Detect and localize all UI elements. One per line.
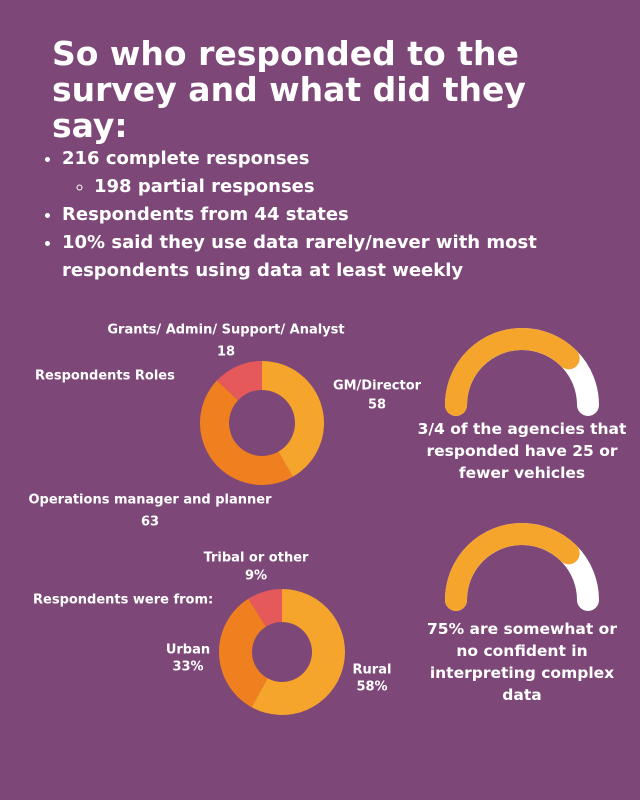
bullet-text: 198 partial responses (94, 176, 315, 197)
bullet-text: Respondents from 44 states (62, 204, 349, 225)
gauge-fill (445, 328, 580, 416)
bullet: 216 complete responses 198 partial respo… (62, 145, 622, 201)
slice-value: 58 (368, 398, 386, 413)
slice-label: Urban (166, 643, 210, 658)
donut-slice (218, 598, 268, 708)
bullet-text: 216 complete responses (62, 148, 310, 169)
slice-label: Grants/ Admin/ Support/ Analyst (107, 323, 344, 338)
sub-bullet: 198 partial responses (94, 173, 622, 201)
donut-slice (248, 589, 282, 627)
slice-value: 18 (217, 345, 235, 360)
page-title: So who responded to the survey and what … (52, 34, 526, 145)
gauge-caption: 3/4 of the agencies that responded have … (417, 420, 627, 482)
slice-label: Tribal or other (204, 551, 309, 566)
slice-value: 58% (356, 680, 387, 695)
bullet-text: 10% said they use data rarely/never with… (62, 232, 537, 281)
slice-value: 9% (245, 569, 267, 584)
chart-title: Respondents Roles (35, 369, 175, 384)
gauge-caption: 75% are somewhat or no confident in inte… (427, 620, 617, 704)
bullet-list: 216 complete responses 198 partial respo… (40, 145, 622, 285)
slice-label: Rural (353, 663, 392, 678)
chart-title: Respondents were from: (33, 593, 213, 608)
gauge-fill (445, 523, 580, 611)
slice-label: GM/Director (333, 379, 422, 394)
slice-value: 33% (172, 660, 203, 675)
slice-value: 63 (141, 515, 159, 530)
donut-slice (262, 361, 325, 477)
sub-list: 198 partial responses (62, 173, 622, 201)
bullet: 10% said they use data rarely/never with… (62, 229, 622, 285)
donut-slice (251, 589, 345, 716)
slice-label: Operations manager and planner (28, 493, 272, 508)
bullet: Respondents from 44 states (62, 201, 622, 229)
donut-slice (200, 380, 293, 485)
donut-slice (216, 361, 262, 401)
